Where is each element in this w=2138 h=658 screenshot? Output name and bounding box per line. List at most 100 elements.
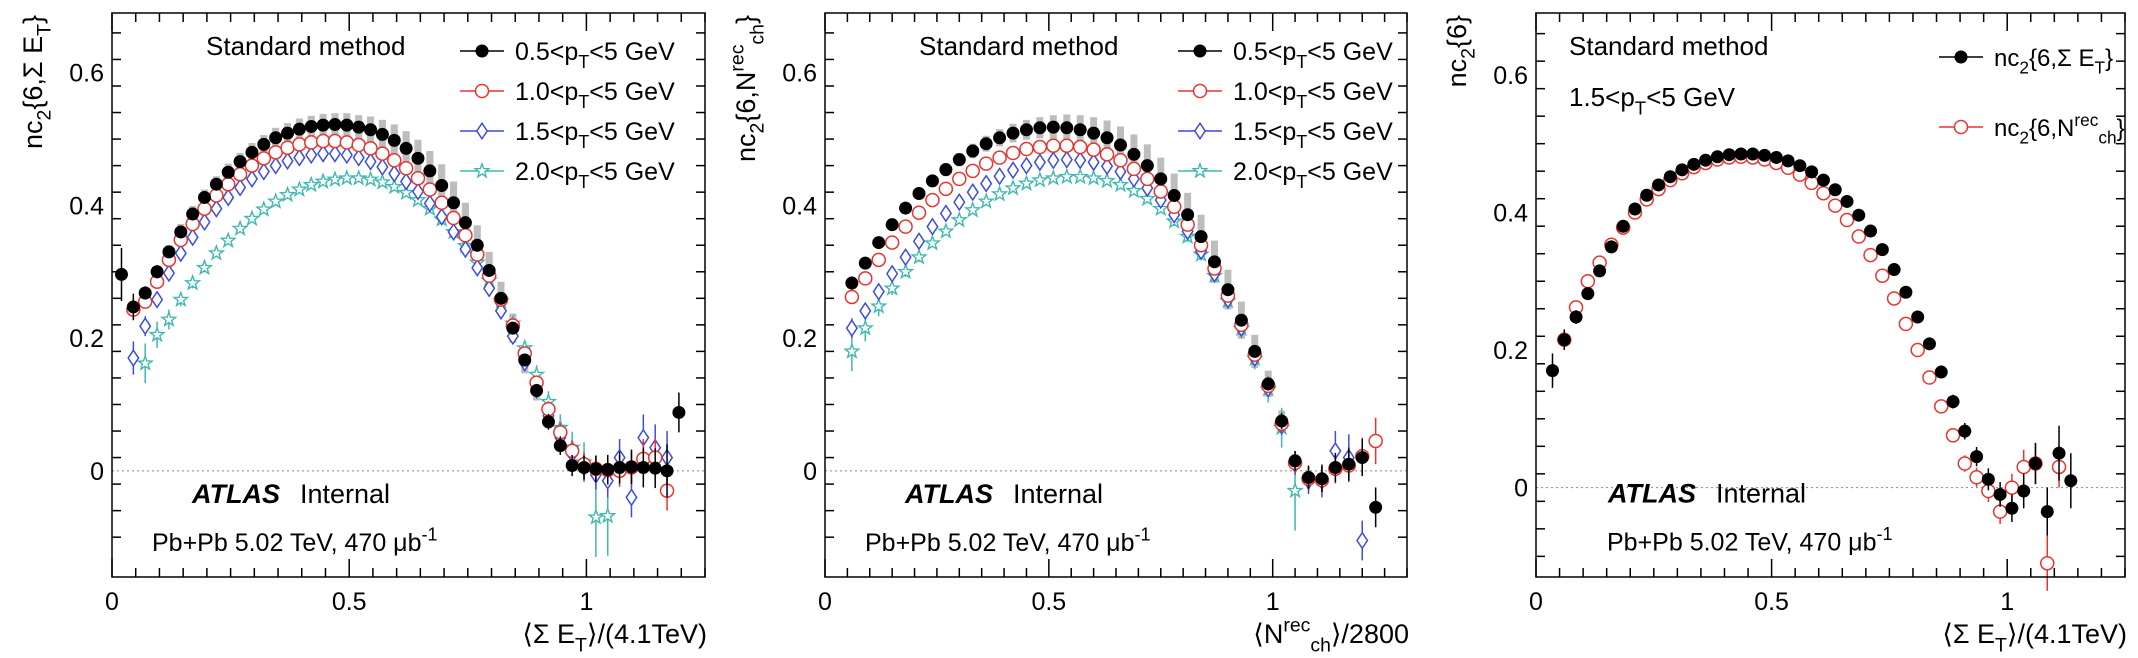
data-point: [244, 158, 260, 173]
data-point: [1604, 240, 1618, 254]
data-point: [174, 225, 188, 239]
data-point: [373, 173, 392, 190]
data-point: [1911, 310, 1925, 324]
data-point: [1111, 175, 1130, 193]
data-point: [952, 171, 967, 187]
data-point: [859, 301, 872, 321]
data-point: [269, 131, 283, 145]
data-point: [243, 209, 261, 227]
data-point: [139, 317, 152, 336]
data-point: [483, 279, 496, 298]
data-point: [1992, 504, 2008, 519]
data-point: [186, 207, 200, 221]
data-point: [305, 145, 318, 165]
data-point: [1127, 147, 1141, 161]
data-point: [601, 463, 615, 477]
data-point: [446, 210, 461, 226]
series-1: [114, 117, 686, 498]
data-point: [1141, 179, 1154, 198]
y-tick-label: 0: [803, 458, 817, 486]
data-point: [858, 271, 873, 286]
data-point: [471, 258, 484, 277]
data-point: [541, 415, 555, 429]
data-point: [993, 167, 1006, 186]
data-point: [1074, 151, 1087, 170]
data-point: [435, 207, 448, 226]
x-tick-label: 0.5: [1031, 588, 1066, 616]
series-1: [1545, 147, 2078, 536]
data-point: [1060, 150, 1073, 169]
x-tick-label: 0: [105, 588, 119, 616]
data-point: [2040, 505, 2054, 519]
data-point: [400, 172, 413, 191]
data-point: [364, 152, 377, 171]
legend-marker: [1193, 121, 1207, 141]
legend-entry-1: nc2{6,Σ ET}: [1994, 45, 2113, 78]
data-point: [1167, 188, 1181, 202]
data-point: [977, 192, 995, 209]
data-point: [1887, 263, 1901, 277]
data-point: [1046, 138, 1061, 153]
data-point: [1166, 199, 1182, 215]
data-point: [257, 162, 270, 181]
data-point: [349, 169, 368, 186]
data-point: [980, 174, 993, 193]
data-point: [494, 291, 508, 305]
y-tick-label: 0.4: [782, 192, 817, 220]
legend-marker: [1193, 44, 1207, 58]
data-point: [899, 248, 912, 267]
data-point: [195, 258, 214, 276]
data-point: [1864, 224, 1878, 238]
data-point: [911, 205, 927, 220]
data-point: [1126, 161, 1142, 177]
data-point: [1020, 156, 1033, 175]
series-2: [1557, 149, 2067, 591]
data-point: [340, 118, 354, 132]
data-point: [518, 353, 532, 367]
data-point: [257, 137, 271, 151]
data-point: [1945, 428, 1961, 443]
data-point: [1710, 150, 1724, 164]
data-point: [245, 169, 259, 189]
data-point: [1828, 183, 1842, 197]
data-point: [899, 201, 913, 215]
data-point: [1031, 171, 1049, 188]
data-point: [361, 170, 380, 187]
data-point: [1315, 472, 1329, 486]
data-point: [387, 153, 402, 168]
data-point: [992, 150, 1007, 165]
legend: 0.5<pT<5 GeV 1.0<pT<5 GeV 1.5<pT<5 GeV 2.0<…: [460, 38, 675, 192]
data-point: [1805, 165, 1819, 179]
legend-entry-2: 1.0<pT<5 GeV: [1233, 78, 1393, 112]
data-point: [937, 222, 955, 239]
legend-marker: [1191, 161, 1209, 179]
data-point: [266, 192, 285, 209]
data-point: [858, 256, 872, 270]
data-point: [2005, 501, 2019, 515]
legend-entry-4: 2.0<pT<5 GeV: [515, 158, 675, 192]
data-point: [458, 228, 473, 243]
data-point: [292, 122, 306, 136]
data-point: [303, 135, 319, 150]
data-point: [148, 325, 166, 343]
data-point: [150, 265, 164, 279]
data-point: [1922, 337, 1936, 351]
data-point: [256, 151, 272, 166]
data-point: [1652, 178, 1666, 192]
chart-panel-3: 0 0.5 1 0 0.2 0.4 0.6 nc2{6} ⟨Σ ET⟩/(4.1TeV) Stan…: [1442, 12, 2127, 657]
data-point: [222, 188, 235, 207]
data-point: [219, 231, 237, 249]
data-point: [1207, 255, 1221, 269]
data-point: [126, 300, 140, 314]
data-point: [198, 190, 212, 204]
data-point: [364, 123, 378, 137]
data-point: [553, 439, 567, 453]
data-point: [1687, 157, 1701, 171]
data-point: [1059, 138, 1075, 153]
y-tick-label: 0.2: [782, 325, 817, 353]
data-point: [979, 137, 993, 151]
data-point: [1033, 121, 1047, 135]
data-point: [197, 201, 212, 216]
data-point: [589, 462, 603, 476]
